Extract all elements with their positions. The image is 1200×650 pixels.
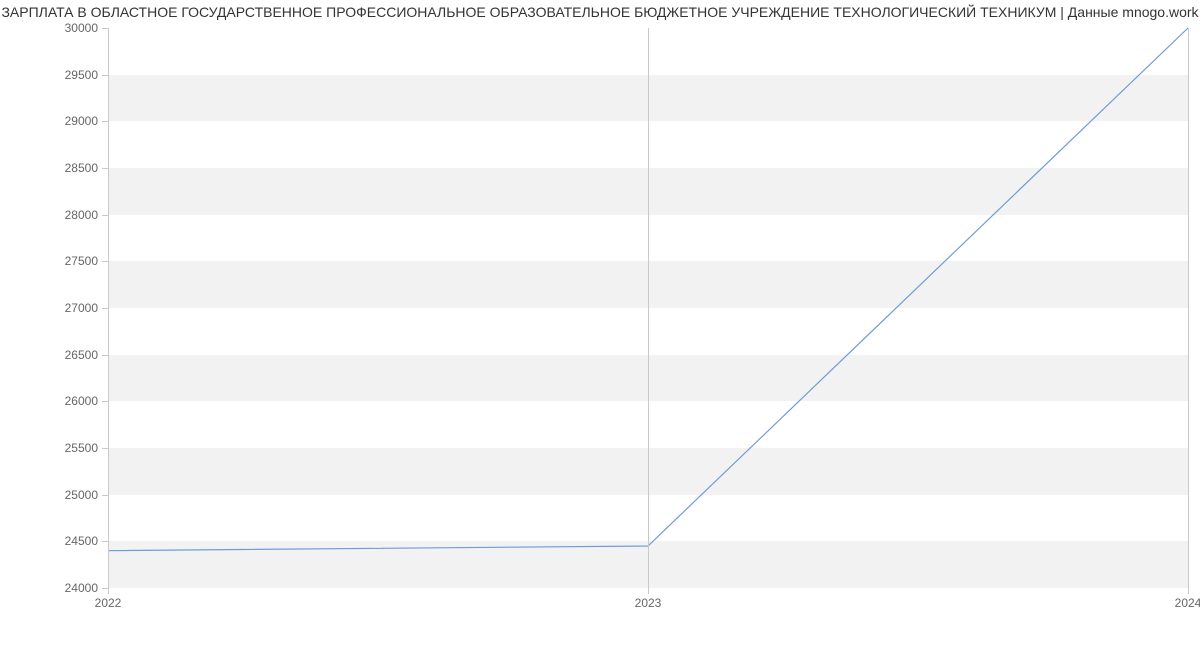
- y-tick: [102, 75, 108, 76]
- chart-title: ЗАРПЛАТА В ОБЛАСТНОЕ ГОСУДАРСТВЕННОЕ ПРО…: [0, 4, 1200, 20]
- y-tick: [102, 215, 108, 216]
- y-tick: [102, 448, 108, 449]
- y-tick: [102, 261, 108, 262]
- x-tick-label: 2024: [1175, 596, 1200, 610]
- y-tick-label: 28500: [0, 161, 98, 175]
- y-tick-label: 24000: [0, 581, 98, 595]
- x-tick-label: 2022: [95, 596, 122, 610]
- y-tick-label: 26000: [0, 394, 98, 408]
- x-tick: [108, 588, 109, 594]
- x-tick: [648, 588, 649, 594]
- y-tick-label: 29500: [0, 68, 98, 82]
- x-gridline: [648, 28, 649, 588]
- x-tick-label: 2023: [635, 596, 662, 610]
- y-axis-line: [108, 28, 109, 588]
- y-tick-label: 30000: [0, 21, 98, 35]
- y-tick: [102, 121, 108, 122]
- y-tick-label: 25500: [0, 441, 98, 455]
- y-tick: [102, 495, 108, 496]
- y-tick-label: 25000: [0, 488, 98, 502]
- y-tick: [102, 355, 108, 356]
- plot-area: [108, 28, 1188, 588]
- y-tick-label: 27000: [0, 301, 98, 315]
- y-tick-label: 27500: [0, 254, 98, 268]
- y-tick-label: 29000: [0, 114, 98, 128]
- y-tick: [102, 541, 108, 542]
- y-tick: [102, 401, 108, 402]
- x-tick: [1188, 588, 1189, 594]
- y-tick-label: 26500: [0, 348, 98, 362]
- y-tick-label: 28000: [0, 208, 98, 222]
- y-tick: [102, 308, 108, 309]
- y-tick: [102, 168, 108, 169]
- salary-line-chart: ЗАРПЛАТА В ОБЛАСТНОЕ ГОСУДАРСТВЕННОЕ ПРО…: [0, 0, 1200, 650]
- x-gridline: [1188, 28, 1189, 588]
- y-tick-label: 24500: [0, 534, 98, 548]
- y-tick: [102, 28, 108, 29]
